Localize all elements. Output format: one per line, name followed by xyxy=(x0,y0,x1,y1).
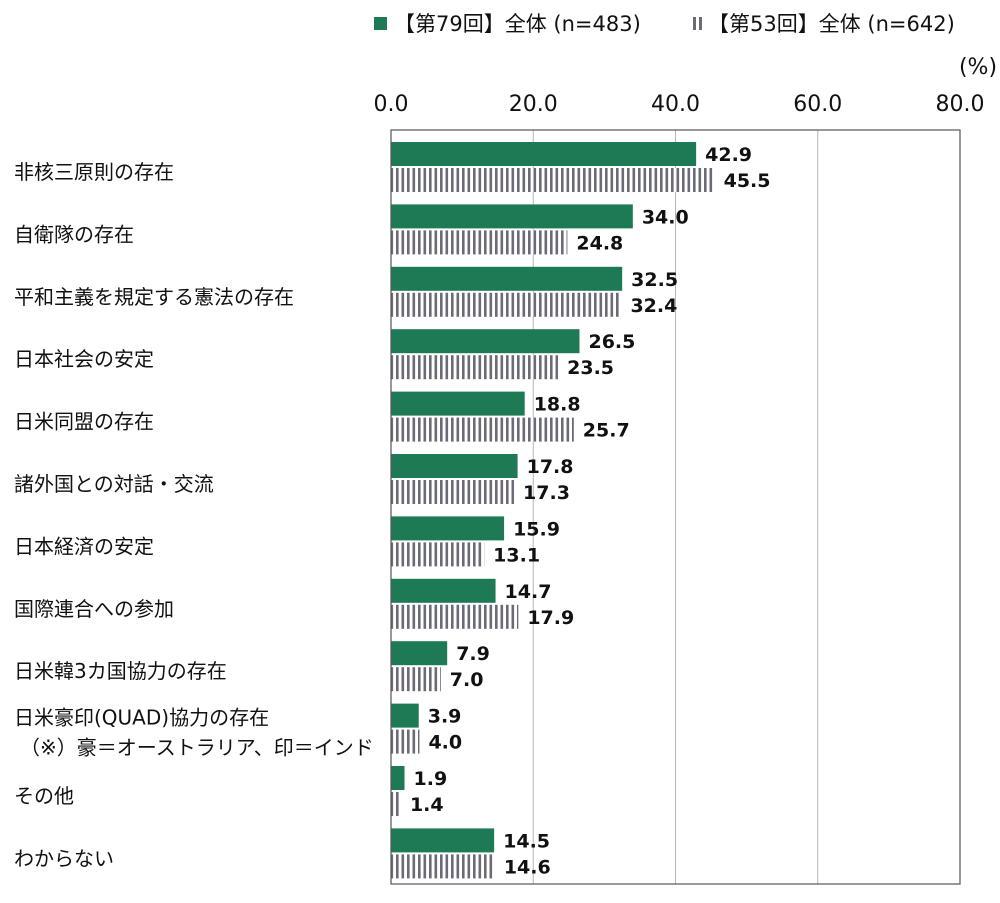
category-label: 日米韓3カ国協力の存在 xyxy=(14,659,227,683)
value-label: 34.0 xyxy=(642,206,689,228)
bar-series-1-item-9 xyxy=(391,641,448,666)
value-label: 17.9 xyxy=(527,607,574,629)
category-label: その他 xyxy=(14,784,74,808)
label-layer: 42.9 45.5 34.0 24.8 32.5 32.4 26.5 23.5 18.825.7… xyxy=(410,144,771,878)
bar-series-2-item-4 xyxy=(391,355,559,380)
bar-series-2-item-12 xyxy=(391,854,495,879)
bar-series-2-item-10 xyxy=(391,729,420,754)
bar-series-1-item-5 xyxy=(391,391,525,416)
value-label: 45.5 xyxy=(724,170,771,192)
value-label: 14.5 xyxy=(503,830,550,852)
x-tick-label: 60.0 xyxy=(793,92,842,117)
category-label: 自衛隊の存在 xyxy=(14,222,134,246)
axis-layer: 0.0 20.0 40.0 60.0 80.0 (%) 非核三原則の存在自衛隊の存在平和主義… xyxy=(14,55,997,885)
value-label: 7.0 xyxy=(450,669,484,691)
category-label: 日本経済の安定 xyxy=(14,534,154,558)
x-tick-label: 40.0 xyxy=(651,92,700,117)
value-label: 1.9 xyxy=(414,768,448,790)
legend-swatch-series-2-stripe xyxy=(699,17,702,30)
category-label: 諸外国との対話・交流 xyxy=(14,472,214,496)
value-label: 3.9 xyxy=(428,706,462,728)
bar-series-2-item-11 xyxy=(391,792,401,816)
value-label: 14.6 xyxy=(504,856,551,878)
value-label: 32.5 xyxy=(631,269,678,291)
category-label: わからない xyxy=(14,846,114,870)
legend-swatch-series-2 xyxy=(693,17,696,30)
value-label: 7.9 xyxy=(456,643,490,665)
value-label: 15.9 xyxy=(513,518,560,540)
category-label: 日本社会の安定 xyxy=(14,347,154,371)
bar-series-1-item-11 xyxy=(391,766,405,790)
bar-series-2-item-8 xyxy=(391,604,519,629)
x-tick-label: 0.0 xyxy=(374,92,409,117)
bar-series-2-item-5 xyxy=(391,417,574,442)
category-label: 日米同盟の存在 xyxy=(14,410,154,434)
category-label: 日米豪印(QUAD)協力の存在 xyxy=(14,706,269,730)
value-label: 32.4 xyxy=(630,295,677,317)
bar-series-1-item-8 xyxy=(391,578,496,603)
bar-series-1-item-6 xyxy=(391,454,518,478)
category-label: 国際連合への参加 xyxy=(14,597,174,621)
bar-series-2-item-9 xyxy=(391,667,441,692)
bar-series-1-item-10 xyxy=(391,703,419,728)
bar-series-1-item-2 xyxy=(391,204,633,229)
bar-series-1-item-3 xyxy=(391,266,623,291)
unit-label: (%) xyxy=(959,55,997,80)
bar-series-1-item-12 xyxy=(391,828,495,853)
plot-frame xyxy=(390,129,961,885)
legend-label-series-2: 【第53回】全体 (n=642) xyxy=(708,12,955,36)
value-label: 4.0 xyxy=(428,732,462,754)
value-label: 17.3 xyxy=(523,482,570,504)
bar-series-2-item-7 xyxy=(391,542,485,567)
category-label: 非核三原則の存在 xyxy=(14,160,174,184)
value-label: 1.4 xyxy=(410,794,444,816)
x-tick-label: 20.0 xyxy=(509,92,558,117)
value-label: 26.5 xyxy=(588,331,635,353)
bar-series-1-item-1 xyxy=(391,142,697,166)
value-label: 25.7 xyxy=(583,420,630,442)
bar-series-2-item-3 xyxy=(391,292,622,317)
bar-series-1-item-7 xyxy=(391,516,505,541)
category-label: 平和主義を規定する憲法の存在 xyxy=(14,285,294,309)
legend-swatch-series-1 xyxy=(374,17,387,30)
legend: 【第79回】全体 (n=483) 【第53回】全体 (n=642) xyxy=(374,12,955,36)
value-label: 14.7 xyxy=(505,581,552,603)
value-label: 17.8 xyxy=(527,456,574,478)
bar-series-2-item-1 xyxy=(391,168,715,192)
category-note: （※）豪＝オーストラリア、印＝インド xyxy=(20,736,374,760)
grid-layer xyxy=(532,130,819,884)
bar-series-2-item-2 xyxy=(391,230,568,255)
value-label: 42.9 xyxy=(705,144,752,166)
value-label: 24.8 xyxy=(576,232,623,254)
value-label: 23.5 xyxy=(567,357,614,379)
bar-series-2-item-6 xyxy=(391,480,515,504)
bar-series-1-item-4 xyxy=(391,329,580,354)
value-label: 13.1 xyxy=(493,544,540,566)
bar-layer xyxy=(391,142,715,879)
x-tick-label: 80.0 xyxy=(936,92,985,117)
value-label: 18.8 xyxy=(534,394,581,416)
legend-label-series-1: 【第79回】全体 (n=483) xyxy=(394,12,641,36)
